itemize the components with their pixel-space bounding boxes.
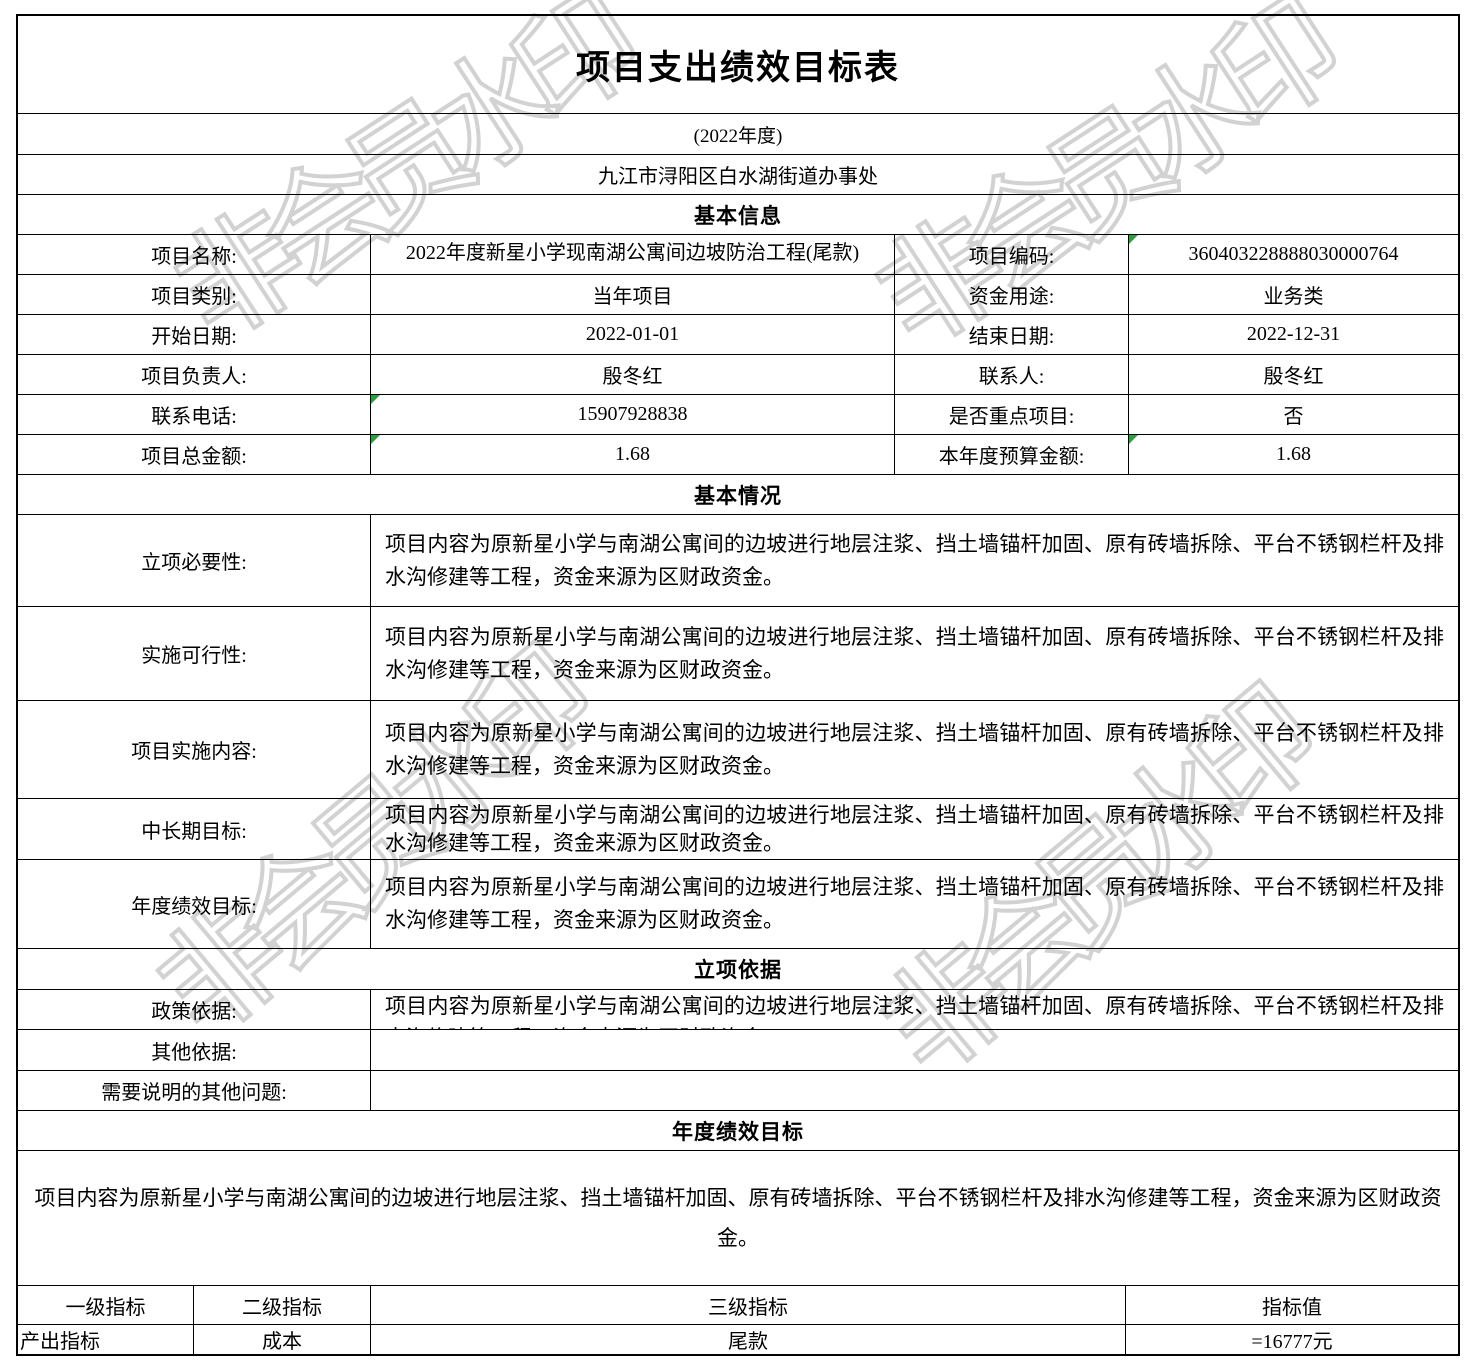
midterm-goal-label: 中长期目标: (141, 820, 247, 843)
table-row-other-issues: 需要说明的其他问题: (18, 1070, 1458, 1110)
indicator-level3-header: 三级指标 (370, 1286, 1125, 1324)
fund-usage-label: 资金用途: (894, 275, 1128, 314)
annual-performance-goal-label: 年度绩效目标: (131, 895, 257, 918)
project-code-value: 360403228888030000764 (1128, 235, 1458, 274)
table-row-feasibility: 实施可行性: 项目内容为原新星小学与南湖公寓间的边坡进行地层注浆、挡土墙锚杆加固… (18, 606, 1458, 700)
green-corner-marker-icon (1129, 235, 1138, 244)
indicators-data-row: 产出指标 成本 尾款 =16777元 (18, 1324, 1458, 1354)
table-row-project-name: 项目名称: 2022年度新星小学现南湖公寓间边坡防治工程(尾款) 项目编码: 3… (18, 234, 1458, 274)
fund-usage-value: 业务类 (1128, 275, 1458, 314)
project-code-label: 项目编码: (894, 235, 1128, 274)
section-header-basic-situation: 基本情况 (694, 483, 782, 508)
implementation-label: 项目实施内容: (131, 741, 257, 763)
key-project-label: 是否重点项目: (894, 395, 1128, 434)
annual-goal-content: 项目内容为原新星小学与南湖公寓间的边坡进行地层注浆、挡土墙锚杆加固、原有砖墙拆除… (34, 1186, 1442, 1250)
table-row-amounts: 项目总金额: 1.68 本年度预算金额: 1.68 (18, 434, 1458, 474)
start-date-value: 2022-01-01 (370, 315, 894, 354)
project-type-value: 当年项目 (370, 275, 894, 314)
page-title: 项目支出绩效目标表 (576, 50, 900, 87)
subtitle-row: (2022年度) (18, 113, 1458, 154)
annual-budget-value: 1.68 (1128, 435, 1458, 474)
table-row-other-basis: 其他依据: (18, 1029, 1458, 1070)
end-date-label: 结束日期: (894, 315, 1128, 354)
project-name-value: 2022年度新星小学现南湖公寓间边坡防治工程(尾款) (370, 235, 894, 274)
section-annual-goal: 年度绩效目标 (18, 1110, 1458, 1150)
annual-goal-content-row: 项目内容为原新星小学与南湖公寓间的边坡进行地层注浆、挡土墙锚杆加固、原有砖墙拆除… (18, 1150, 1458, 1285)
other-basis-label: 其他依据: (151, 1041, 237, 1064)
section-header-basic-info: 基本信息 (694, 203, 782, 228)
other-issues-content (370, 1071, 1458, 1110)
table-row-necessity: 立项必要性: 项目内容为原新星小学与南湖公寓间的边坡进行地层注浆、挡土墙锚杆加固… (18, 514, 1458, 606)
section-header-project-basis: 立项依据 (694, 958, 782, 982)
table-row-dates: 开始日期: 2022-01-01 结束日期: 2022-12-31 (18, 314, 1458, 354)
table-row-implementation: 项目实施内容: 项目内容为原新星小学与南湖公寓间的边坡进行地层注浆、挡土墙锚杆加… (18, 700, 1458, 798)
contact-person-value: 殷冬红 (1128, 355, 1458, 394)
necessity-label: 立项必要性: (141, 552, 247, 574)
total-amount-value: 1.68 (370, 435, 894, 474)
green-corner-marker-icon (1129, 435, 1138, 444)
indicator-level1-value: 产出指标 (20, 1331, 100, 1353)
section-project-basis: 立项依据 (18, 948, 1458, 989)
project-type-label: 项目类别: (151, 286, 237, 308)
key-project-value: 否 (1128, 395, 1458, 434)
indicators-header-row: 一级指标 二级指标 三级指标 指标值 (18, 1285, 1458, 1324)
green-corner-marker-icon (371, 435, 380, 444)
necessity-content: 项目内容为原新星小学与南湖公寓间的边坡进行地层注浆、挡土墙锚杆加固、原有砖墙拆除… (370, 515, 1458, 606)
indicator-value-header: 指标值 (1125, 1286, 1458, 1324)
organization-name: 九江市浔阳区白水湖街道办事处 (598, 166, 878, 188)
section-basic-situation: 基本情况 (18, 474, 1458, 514)
end-date-value: 2022-12-31 (1128, 315, 1458, 354)
policy-basis-label: 政策依据: (151, 1001, 237, 1023)
project-leader-label: 项目负责人: (141, 366, 247, 388)
table-row-midterm-goal: 中长期目标: 项目内容为原新星小学与南湖公寓间的边坡进行地层注浆、挡土墙锚杆加固… (18, 798, 1458, 859)
contact-person-label: 联系人: (894, 355, 1128, 394)
feasibility-label: 实施可行性: (141, 645, 247, 667)
performance-target-sheet: 项目支出绩效目标表 (2022年度) 九江市浔阳区白水湖街道办事处 基本信息 项… (16, 14, 1460, 1356)
start-date-label: 开始日期: (151, 326, 237, 348)
feasibility-content: 项目内容为原新星小学与南湖公寓间的边坡进行地层注浆、挡土墙锚杆加固、原有砖墙拆除… (370, 607, 1458, 700)
indicator-value: =16777元 (1125, 1325, 1458, 1354)
other-basis-content (370, 1030, 1458, 1070)
policy-basis-content: 项目内容为原新星小学与南湖公寓间的边坡进行地层注浆、挡土墙锚杆加固、原有砖墙拆除… (370, 990, 1458, 1029)
green-corner-marker-icon (371, 395, 380, 404)
indicator-level1-header: 一级指标 (65, 1296, 146, 1319)
year-subtitle: (2022年度) (693, 125, 783, 147)
annual-budget-label: 本年度预算金额: (894, 435, 1128, 474)
table-row-project-type: 项目类别: 当年项目 资金用途: 业务类 (18, 274, 1458, 314)
midterm-goal-content: 项目内容为原新星小学与南湖公寓间的边坡进行地层注浆、挡土墙锚杆加固、原有砖墙拆除… (370, 799, 1458, 859)
table-row-policy-basis: 政策依据: 项目内容为原新星小学与南湖公寓间的边坡进行地层注浆、挡土墙锚杆加固、… (18, 989, 1458, 1029)
table-row-persons: 项目负责人: 殷冬红 联系人: 殷冬红 (18, 354, 1458, 394)
project-leader-value: 殷冬红 (370, 355, 894, 394)
organization-row: 九江市浔阳区白水湖街道办事处 (18, 154, 1458, 194)
section-basic-info: 基本信息 (18, 194, 1458, 234)
annual-performance-goal-content: 项目内容为原新星小学与南湖公寓间的边坡进行地层注浆、挡土墙锚杆加固、原有砖墙拆除… (370, 860, 1458, 948)
indicator-level3-value: 尾款 (370, 1325, 1125, 1354)
other-issues-label: 需要说明的其他问题: (101, 1082, 287, 1104)
indicator-level2-value: 成本 (193, 1325, 370, 1354)
section-header-annual-goal: 年度绩效目标 (672, 1119, 804, 1144)
project-name-label: 项目名称: (151, 246, 237, 268)
total-amount-label: 项目总金额: (141, 446, 247, 468)
implementation-content: 项目内容为原新星小学与南湖公寓间的边坡进行地层注浆、挡土墙锚杆加固、原有砖墙拆除… (370, 701, 1458, 798)
phone-label: 联系电话: (151, 406, 237, 428)
phone-value: 15907928838 (370, 395, 894, 434)
table-row-phone: 联系电话: 15907928838 是否重点项目: 否 (18, 394, 1458, 434)
indicator-level2-header: 二级指标 (193, 1286, 370, 1324)
title-row: 项目支出绩效目标表 (18, 16, 1458, 113)
table-row-annual-performance-goal: 年度绩效目标: 项目内容为原新星小学与南湖公寓间的边坡进行地层注浆、挡土墙锚杆加… (18, 859, 1458, 948)
